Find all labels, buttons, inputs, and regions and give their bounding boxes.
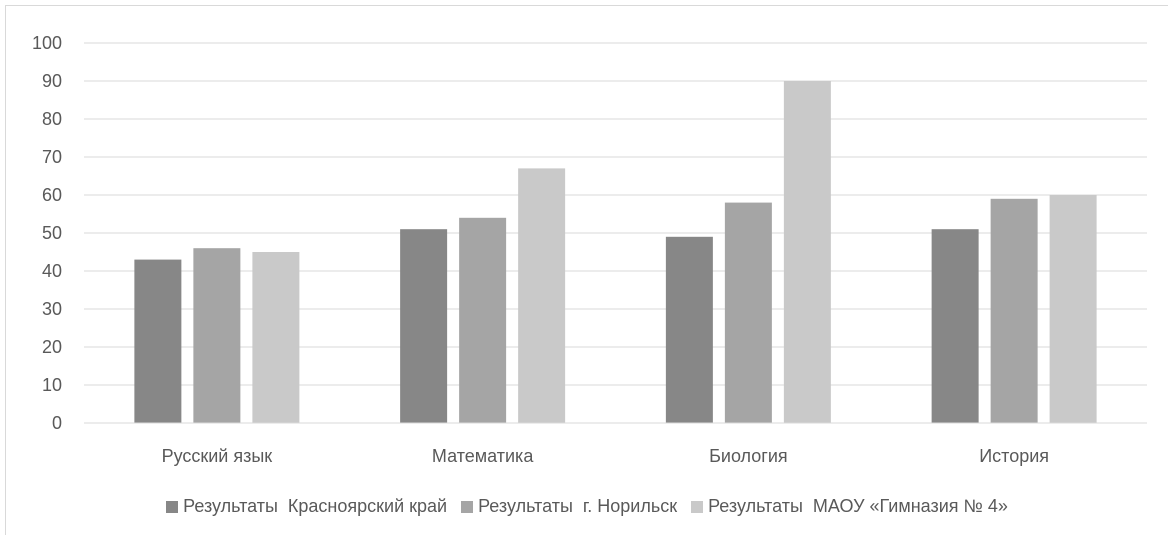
bar-chart: 0 10 20 30 40 50 60 70 80 90 100 Русский язык Матем… [32,33,1147,466]
bar [724,202,772,423]
category-label: История [979,446,1049,466]
y-tick-label: 50 [42,223,62,243]
bar [193,248,241,423]
bar [1049,195,1097,423]
y-tick-label: 90 [42,71,62,91]
y-tick-label: 80 [42,109,62,129]
bar [665,236,713,423]
bar [400,229,448,423]
bar [252,252,300,423]
y-tick-label: 0 [52,413,62,433]
y-tick-label: 100 [32,33,62,53]
y-tick-label: 10 [42,375,62,395]
legend-label: Результаты г. Норильск [478,496,678,516]
bars [134,81,1097,423]
legend-swatch [166,500,179,513]
y-tick-label: 40 [42,261,62,281]
legend-swatch [691,500,704,513]
bar [783,81,831,423]
gridlines [84,42,1147,386]
y-axis-tick-labels: 0 10 20 30 40 50 60 70 80 90 100 [32,33,62,433]
legend-label: Результаты Красноярский край [183,496,448,516]
legend-item: Результаты г. Норильск [461,496,677,517]
category-label: Математика [432,446,534,466]
bar [518,168,566,423]
bar [134,259,182,423]
bar [459,217,507,423]
y-tick-label: 60 [42,185,62,205]
legend-label: Результаты МАОУ «Гимназия № 4» [708,496,1008,516]
category-label: Русский язык [162,446,273,466]
y-tick-label: 70 [42,147,62,167]
y-tick-label: 20 [42,337,62,357]
bar [931,229,979,423]
x-axis-category-labels: Русский язык Математика Биология История [162,446,1049,466]
legend: Результаты Красноярский край Результаты г… [0,496,1174,517]
chart-frame [5,5,1168,535]
bar [990,198,1038,423]
legend-item: Результаты МАОУ «Гимназия № 4» [691,496,1008,517]
y-tick-label: 30 [42,299,62,319]
legend-item: Результаты Красноярский край [166,496,447,517]
category-label: Биология [709,446,788,466]
legend-swatch [461,500,474,513]
